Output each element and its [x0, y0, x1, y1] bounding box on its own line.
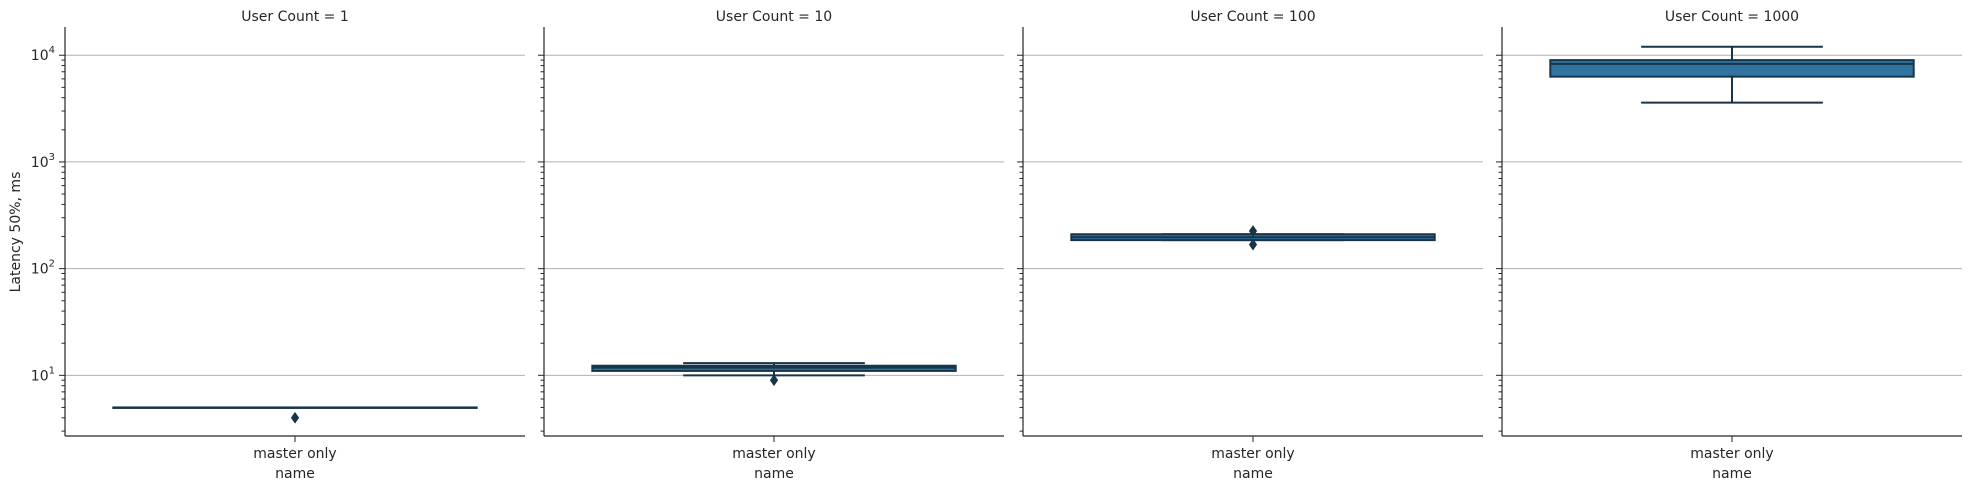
x-tick-label: master only	[1211, 446, 1294, 462]
x-tick-label: master only	[253, 446, 336, 462]
outlier-point-2-0	[1248, 225, 1258, 237]
outlier-point-2-1	[1248, 238, 1258, 251]
y-tick-label: 102	[31, 259, 55, 278]
x-axis-label: name	[1233, 466, 1273, 482]
y-tick-label: 101	[31, 365, 55, 384]
x-tick-label: master only	[1690, 446, 1773, 462]
panel-title: User Count = 1000	[1665, 9, 1799, 25]
x-tick-label: master only	[732, 446, 815, 462]
outlier-point-1-0	[769, 374, 779, 387]
y-axis-label: Latency 50%, ms	[8, 172, 24, 293]
x-axis-label: name	[754, 466, 794, 482]
x-axis-label: name	[1712, 466, 1752, 482]
panel-title: User Count = 1	[241, 9, 348, 25]
panel-title: User Count = 10	[716, 9, 832, 25]
y-tick-label: 103	[31, 152, 55, 171]
outlier-point-0-0	[290, 411, 300, 424]
x-axis-label: name	[275, 466, 315, 482]
panel-title: User Count = 100	[1190, 9, 1315, 25]
box-3	[1549, 59, 1915, 78]
y-tick-label: 104	[31, 45, 55, 64]
